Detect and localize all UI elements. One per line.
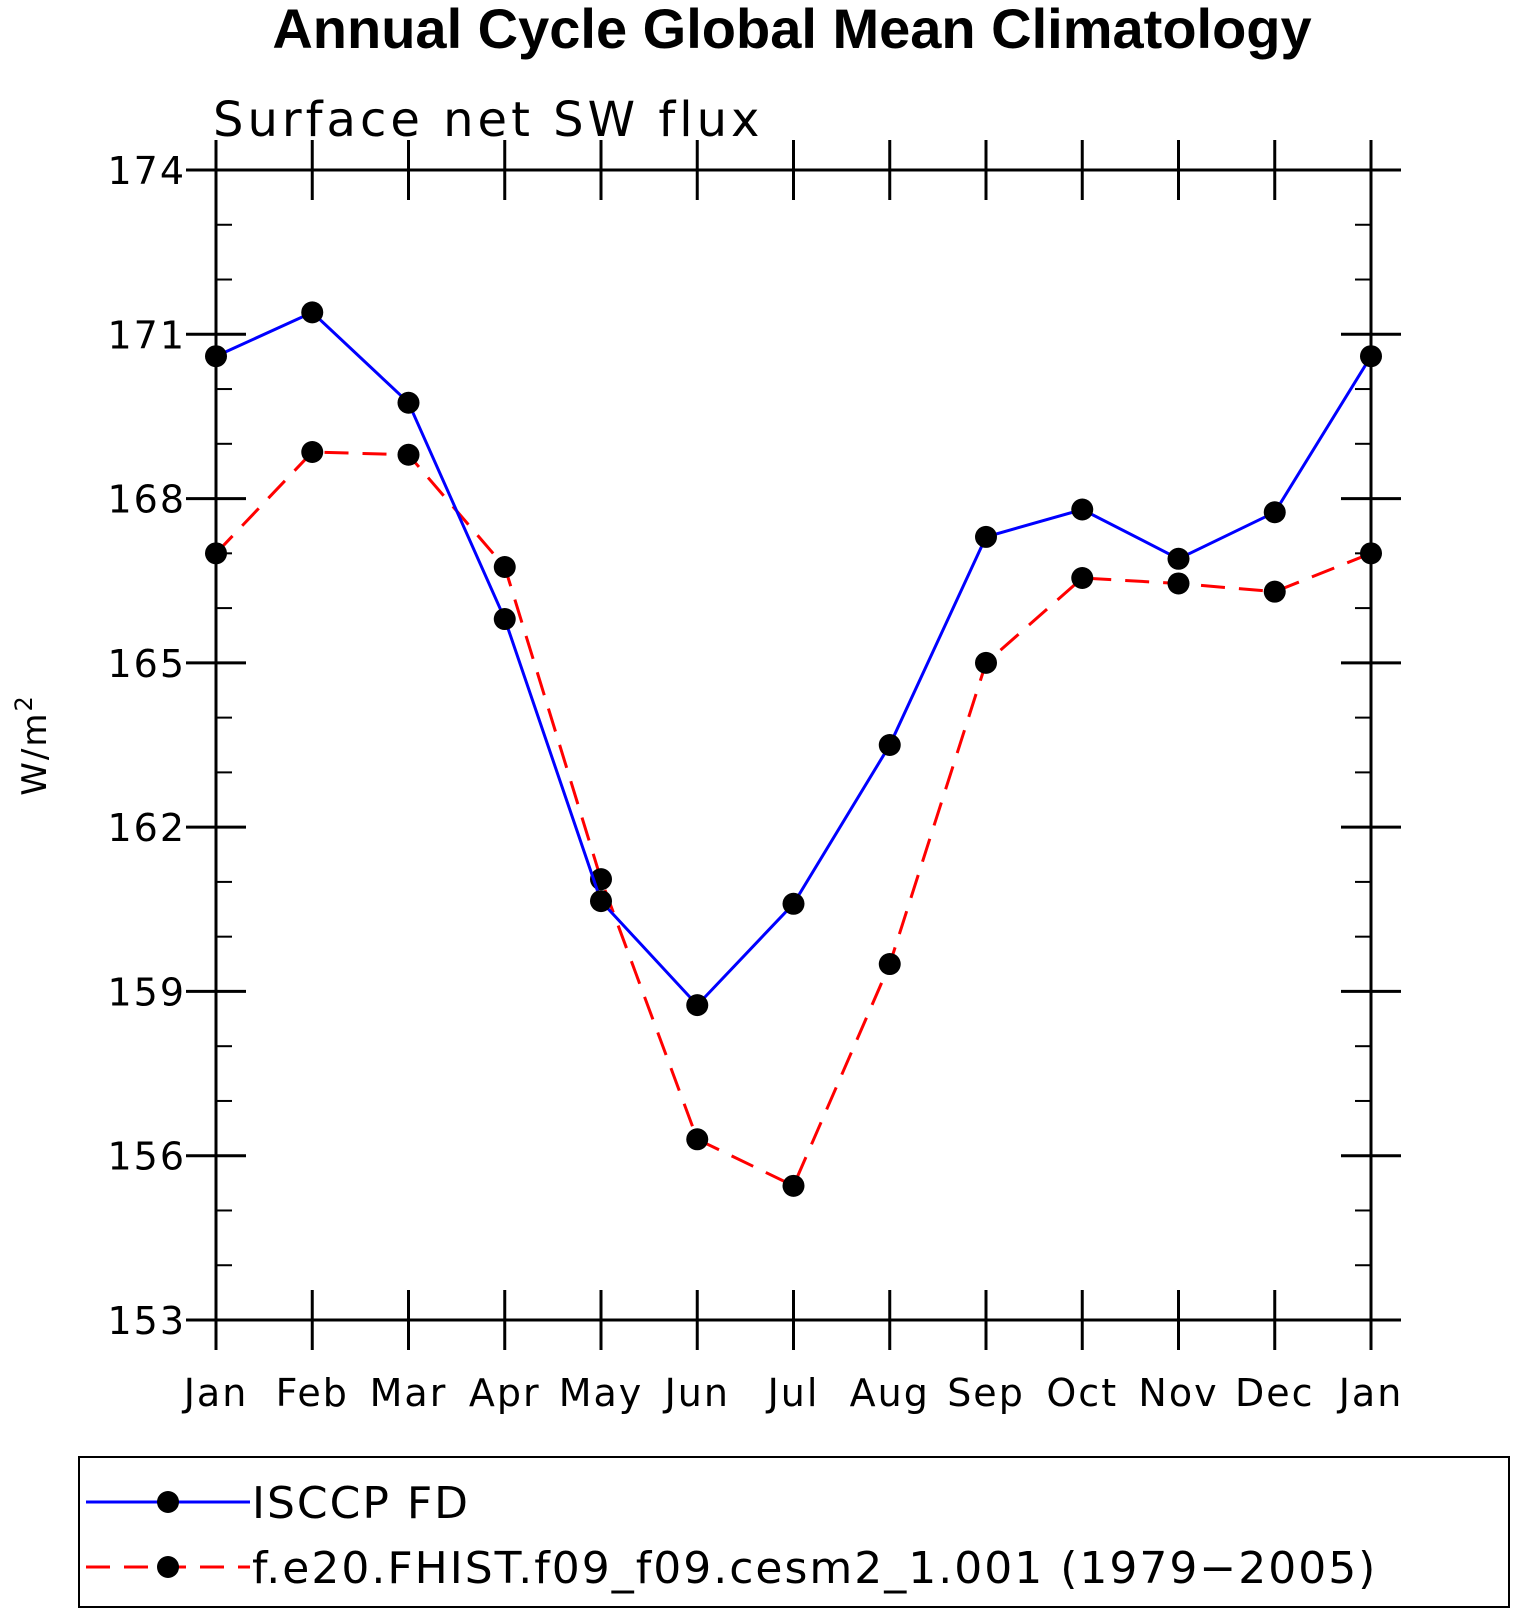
- data-point: [301, 301, 324, 324]
- legend-marker-0: [157, 1491, 179, 1513]
- legend-label-0: ISCCP FD: [252, 1478, 470, 1529]
- data-point: [686, 994, 709, 1017]
- data-point: [205, 345, 227, 368]
- data-point: [782, 1174, 805, 1197]
- data-point: [975, 525, 997, 548]
- series-layer: [205, 301, 1382, 1197]
- data-point: [878, 953, 901, 976]
- legend-box: [78, 1456, 1510, 1608]
- y-axis-label-superscript: 2: [10, 694, 38, 711]
- y-tick-label: 174: [107, 149, 186, 193]
- x-tick-label: Jul: [766, 1371, 820, 1415]
- data-point: [975, 651, 997, 674]
- y-tick-label: 168: [107, 478, 186, 522]
- data-point: [205, 542, 227, 565]
- data-point: [493, 556, 516, 579]
- data-point: [1360, 542, 1382, 565]
- x-tick-label: Dec: [1235, 1371, 1315, 1415]
- x-tick-label: Sep: [947, 1371, 1025, 1415]
- data-point: [1263, 501, 1286, 524]
- x-tick-labels: Jan Feb Mar Apr May Jun Jul Aug Sep Oct Nov Dec Jan: [182, 1371, 1404, 1415]
- x-tick-label: Mar: [370, 1371, 448, 1415]
- plot-frame: [214, 168, 1373, 1322]
- x-tick-label: Jan: [182, 1371, 249, 1415]
- y-axis-label: W/m2: [10, 694, 55, 795]
- y-tick-label: 171: [107, 313, 186, 357]
- y-tick-label: 165: [107, 642, 186, 686]
- data-point: [590, 890, 612, 913]
- y-tick-label: 153: [107, 1299, 186, 1343]
- y-tick-label: 156: [107, 1135, 186, 1179]
- legend-marker-1: [157, 1556, 179, 1578]
- x-tick-label: Jan: [1337, 1371, 1404, 1415]
- axis-ticks: [186, 140, 1401, 1350]
- data-point: [1360, 345, 1382, 368]
- x-tick-label: Apr: [469, 1371, 541, 1415]
- x-tick-label: Nov: [1138, 1371, 1218, 1415]
- data-point: [397, 391, 420, 414]
- data-point: [686, 1128, 709, 1151]
- data-point: [1167, 547, 1190, 570]
- data-point: [397, 443, 420, 466]
- x-tick-label: Feb: [276, 1371, 349, 1415]
- x-tick-label: Oct: [1046, 1371, 1118, 1415]
- y-tick-labels: 153 156 159 162 165 168 171 174: [107, 149, 186, 1343]
- series-line-1: [214, 450, 1372, 1188]
- data-point: [1071, 498, 1094, 521]
- legend: ISCCP FD f.e20.FHIST.f09_f09.cesm2_1.001 …: [86, 1478, 1377, 1594]
- y-tick-label: 162: [107, 806, 186, 850]
- data-point: [782, 892, 805, 915]
- data-point: [1167, 572, 1190, 595]
- data-point: [1263, 580, 1286, 603]
- chart-subtitle: Surface net SW flux: [213, 92, 763, 148]
- y-axis-label-main: W/m: [15, 712, 55, 796]
- x-tick-label: Jun: [663, 1371, 730, 1415]
- legend-label-1: f.e20.FHIST.f09_f09.cesm2_1.001 (1979−20…: [252, 1543, 1377, 1594]
- data-point: [301, 441, 324, 464]
- data-point: [878, 734, 901, 756]
- chart-title: Annual Cycle Global Mean Climatology: [272, 0, 1311, 60]
- y-tick-label: 159: [107, 970, 186, 1014]
- x-tick-label: Aug: [850, 1371, 930, 1415]
- data-point: [1071, 566, 1094, 589]
- data-point: [493, 608, 516, 631]
- x-tick-label: May: [559, 1371, 644, 1415]
